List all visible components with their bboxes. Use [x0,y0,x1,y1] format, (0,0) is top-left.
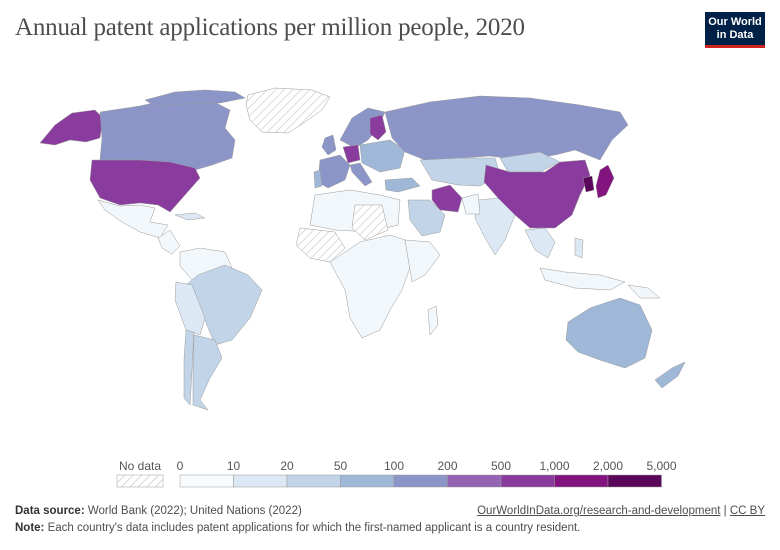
footer: Data source: World Bank (2022); United N… [15,503,765,537]
world-map[interactable] [0,60,780,455]
logo-line-2: in Data [716,29,754,41]
country-peru-bolivia[interactable] [174,281,206,336]
country-new-zealand[interactable] [654,361,686,389]
country-japan[interactable] [595,164,615,199]
source-text: World Bank (2022); United Nations (2022) [87,505,302,517]
country-italy[interactable] [349,162,373,187]
country-australia[interactable] [565,297,653,369]
country-uk[interactable] [321,134,337,156]
country-china[interactable] [483,159,591,229]
legend-bin-7[interactable] [554,474,609,488]
research-link[interactable]: OurWorldInData.org/research-and-developm… [477,505,721,517]
note-text: Each country's data includes patent appl… [47,522,581,534]
country-france-spain[interactable] [317,154,351,189]
owid-logo[interactable]: Our World in Data [705,12,765,48]
country-mongolia[interactable] [499,151,561,173]
country-sahel-nodata[interactable] [351,204,389,241]
legend-tick-label: 200 [437,459,457,473]
license-link[interactable]: CC BY [729,505,765,517]
legend-tick-label: 2,000 [593,459,623,473]
source-line: Data source: World Bank (2022); United N… [15,503,765,520]
legend-tick-label: 10 [227,459,241,473]
legend-bin-0[interactable] [179,474,234,488]
country-eastern-europe[interactable] [359,139,406,173]
country-southeast-asia[interactable] [524,227,556,259]
country-central-africa[interactable] [329,234,413,339]
legend-no-data-swatch[interactable] [116,474,164,488]
country-papua-new-guinea[interactable] [627,284,661,299]
country-finland[interactable] [369,114,387,141]
country-iran[interactable] [431,184,463,213]
country-turkey[interactable] [384,177,421,193]
country-canada[interactable] [99,97,236,171]
country-portugal[interactable] [313,169,323,189]
country-usa[interactable] [89,159,201,213]
country-greenland[interactable] [245,87,331,134]
legend-tick-label: 50 [334,459,348,473]
legend-tick-label: 500 [491,459,511,473]
country-chile[interactable] [183,329,195,406]
logo-line-1: Our World [708,16,762,28]
legend-bin-1[interactable] [233,474,288,488]
legend-tick-label: 1,000 [539,459,569,473]
country-philippines[interactable] [574,237,584,259]
country-madagascar[interactable] [427,305,439,336]
country-canada-islands[interactable] [144,89,246,107]
country-cuba[interactable] [174,212,206,221]
legend-tick-label: 100 [384,459,404,473]
footer-links: OurWorldInData.org/research-and-developm… [477,503,765,520]
note-label: Note: [15,522,45,534]
legend: No data 0 10 20 50 100 200 500 1,000 2,000 5,000 [0,455,780,495]
country-korea[interactable] [582,175,595,193]
legend-bin-8[interactable] [607,474,662,488]
country-saudi-arabia[interactable] [407,199,446,237]
legend-bin-2[interactable] [286,474,341,488]
chart-title: Annual patent applications per million p… [15,14,525,41]
country-pakistan[interactable] [461,193,481,215]
source-label: Data source: [15,505,85,517]
legend-bin-4[interactable] [393,474,448,488]
country-russia[interactable] [384,95,629,163]
legend-bin-5[interactable] [447,474,502,488]
country-argentina[interactable] [192,334,223,411]
legend-bin-6[interactable] [500,474,555,488]
country-east-africa[interactable] [404,239,441,283]
country-central-america[interactable] [157,229,181,255]
country-mexico[interactable] [97,199,169,239]
legend-bin-3[interactable] [340,474,395,488]
legend-tick-label: 0 [177,459,184,473]
footer-separator: | [723,505,727,517]
country-germany[interactable] [342,144,361,164]
country-indonesia[interactable] [539,267,626,291]
legend-tick-label: 5,000 [646,459,676,473]
legend-tick-label: 20 [280,459,294,473]
note-line: Note: Each country's data includes paten… [15,520,765,537]
legend-no-data-label: No data [119,459,161,473]
country-alaska[interactable] [39,109,104,146]
